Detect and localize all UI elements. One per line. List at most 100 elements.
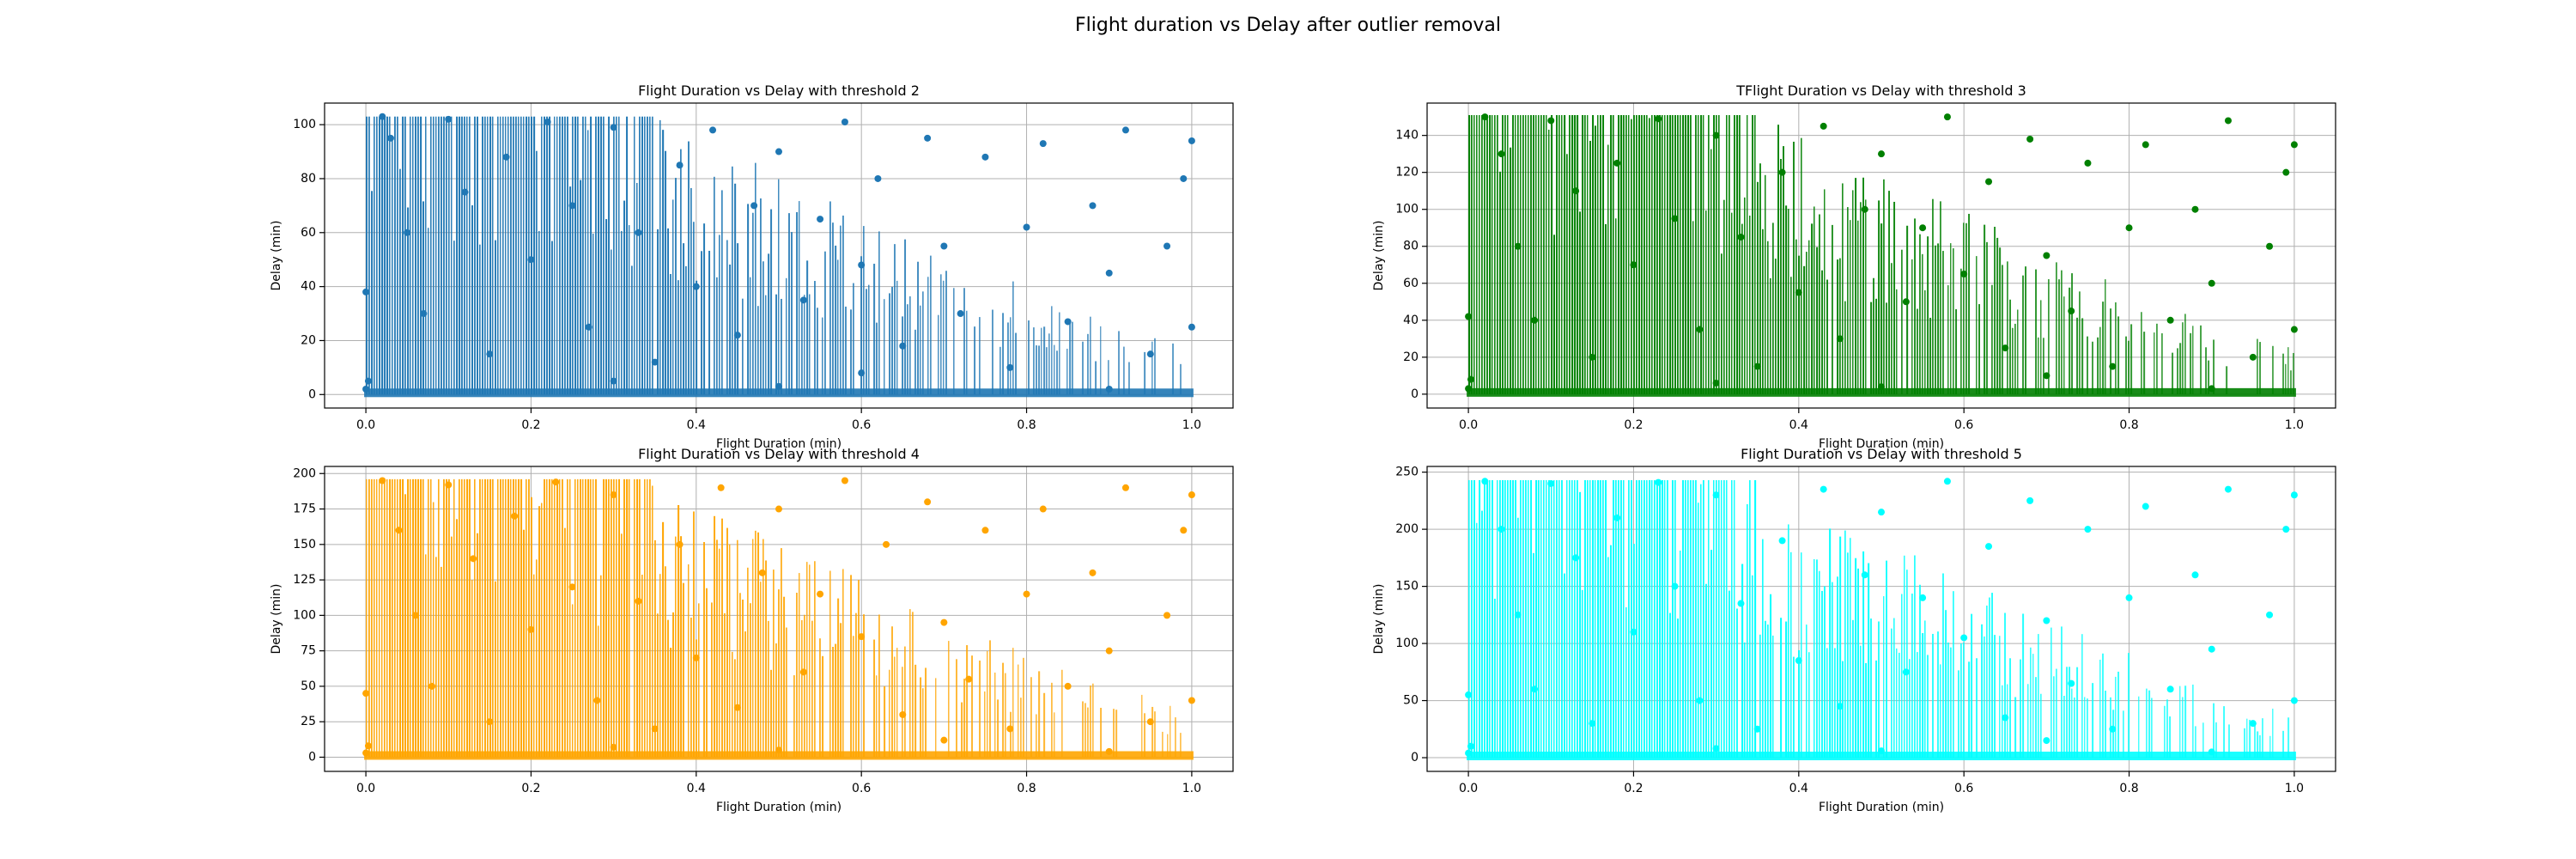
data-point [379, 477, 386, 484]
y-tick-label: 150 [1395, 580, 1419, 594]
data-point [404, 228, 411, 236]
data-point [461, 188, 469, 196]
data-point [2002, 714, 2009, 722]
data-point [1163, 242, 1171, 250]
data-point [2191, 571, 2199, 579]
y-axis-label: Delay (min) [1372, 584, 1386, 655]
x-tick-label: 0.6 [852, 782, 871, 795]
y-tick-label: 0 [308, 750, 316, 764]
chart-title: Flight Duration vs Delay with threshold … [1741, 446, 2022, 462]
data-point [1531, 685, 1539, 693]
chart-title: Flight Duration vs Delay with threshold … [638, 82, 920, 99]
data-point [610, 377, 617, 385]
figure-suptitle: Flight duration vs Delay after outlier r… [1075, 15, 1501, 36]
data-point [858, 369, 866, 377]
chart-panel-3: 0.0 0.2 0.4 0.6 0.8 1.0 0 25 50 75 100 125 150 175 200… [270, 446, 1234, 814]
data-point [841, 118, 848, 125]
data-point [1985, 543, 1993, 551]
data-point [2043, 617, 2050, 624]
x-tick-label: 0.4 [1789, 418, 1808, 432]
data-point [2142, 141, 2149, 149]
data-point [486, 718, 494, 726]
data-point [1039, 140, 1047, 148]
data-point [2166, 316, 2174, 324]
y-tick-label: 100 [1395, 203, 1419, 216]
data-point [1836, 703, 1844, 710]
y-tick-label: 0 [1411, 387, 1419, 401]
x-tick-label: 0.0 [1459, 782, 1478, 795]
data-point [568, 583, 576, 591]
y-tick-label: 0 [308, 387, 316, 401]
data-point [2290, 141, 2298, 149]
y-tick-label: 0 [1411, 751, 1419, 765]
data-point [1064, 682, 1072, 690]
data-point [411, 612, 419, 619]
data-point [883, 540, 890, 548]
data-point [420, 310, 428, 318]
data-point [874, 174, 882, 182]
data-point [1943, 478, 1951, 485]
data-point [1902, 298, 1910, 306]
y-tick-label: 80 [1403, 240, 1419, 253]
data-point [1589, 353, 1596, 361]
data-point [733, 332, 741, 339]
data-point [1498, 150, 1505, 158]
x-tick-label: 0.6 [1954, 782, 1973, 795]
data-point [2290, 697, 2298, 704]
data-point [1180, 174, 1188, 182]
y-tick-label: 40 [1403, 314, 1419, 327]
x-tick-label: 0.2 [1624, 418, 1643, 432]
data-point [1465, 313, 1473, 320]
data-point [362, 288, 370, 295]
data-point [899, 710, 907, 718]
data-point [470, 555, 477, 563]
data-point [2224, 485, 2232, 493]
y-tick-label: 150 [293, 538, 316, 551]
data-point [1737, 233, 1745, 241]
scatter-density-texture [364, 478, 1194, 760]
data-point [1902, 668, 1910, 676]
data-point [2084, 526, 2092, 533]
data-point [1655, 115, 1662, 123]
data-point [1465, 385, 1473, 393]
data-point [2109, 725, 2117, 733]
data-point [2002, 344, 2009, 352]
data-point [511, 512, 519, 520]
x-tick-label: 0.2 [1624, 782, 1643, 795]
plot-frame [1426, 102, 2336, 409]
chart-title: Flight Duration vs Delay with threshold … [638, 446, 920, 462]
y-tick-label: 100 [293, 608, 316, 622]
y-tick-label: 20 [1403, 350, 1419, 364]
y-tick-label: 200 [293, 466, 316, 480]
data-point [709, 126, 717, 134]
data-point [676, 540, 683, 548]
x-axis-label: Flight Duration (min) [716, 801, 841, 814]
data-point [1861, 205, 1868, 213]
data-point [1064, 318, 1072, 326]
data-point [1188, 491, 1195, 499]
data-point [1089, 202, 1097, 210]
data-point [1180, 527, 1188, 534]
data-points [1465, 478, 2298, 757]
plot-area [1427, 466, 2336, 771]
x-axis-label: Flight Duration (min) [1819, 437, 1944, 451]
data-point [2290, 491, 2298, 499]
data-point [2224, 117, 2232, 125]
data-point [1919, 594, 1927, 601]
data-point [2026, 135, 2034, 143]
data-point [2282, 526, 2290, 533]
data-point [775, 382, 782, 390]
data-point [981, 527, 989, 534]
y-tick-label: 50 [1403, 694, 1419, 708]
y-tick-label: 175 [293, 503, 316, 516]
data-point [2043, 372, 2050, 380]
data-point [1795, 657, 1802, 665]
data-point [395, 527, 403, 534]
data-point [924, 134, 932, 142]
data-point [1105, 647, 1113, 655]
data-point [1514, 242, 1522, 250]
data-point [1006, 725, 1014, 733]
x-tick-label: 0.4 [687, 418, 706, 432]
data-point [445, 115, 453, 123]
data-point [1188, 323, 1195, 331]
